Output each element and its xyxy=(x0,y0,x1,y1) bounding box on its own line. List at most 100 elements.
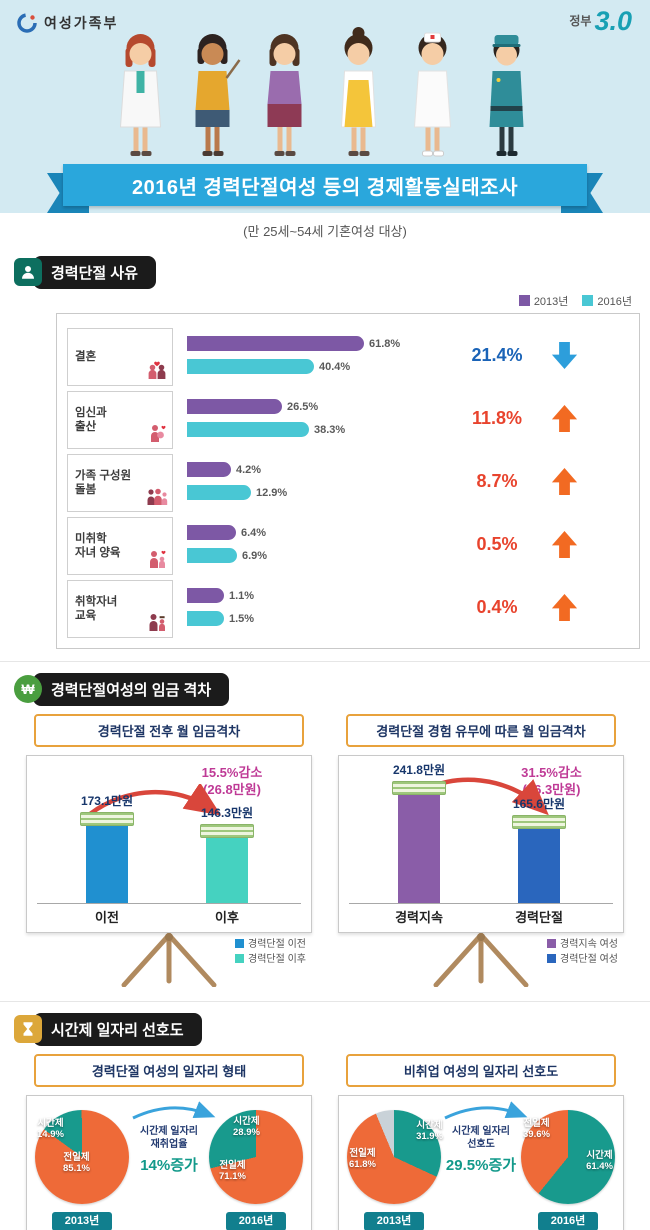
annotation-text: 시간제 일자리 재취업율 xyxy=(140,1126,198,1150)
page-title: 2016년 경력단절여성 등의 경제활동실태조사 xyxy=(132,176,518,199)
bar-value-2013: 61.8% xyxy=(369,337,401,350)
family-care-icon xyxy=(147,488,168,505)
money-stack xyxy=(200,824,254,838)
wage-legend: 경력지속 여성 경력단절 여성 xyxy=(547,937,618,967)
illustration-nurse xyxy=(413,32,452,157)
arrow-up-icon xyxy=(551,468,578,495)
wage-chart2-title: 경력단절 경험 유무에 따른 월 임금격차 xyxy=(346,714,616,747)
pie-2013: 시간제 14.9% 전일제 85.1% xyxy=(35,1110,129,1204)
reasons-legend: 2013년 2016년 xyxy=(0,293,632,309)
wage-annotation: 15.5%감소 (26.8만원) xyxy=(201,765,263,797)
slice-label-fulltime: 전일제 85.1% xyxy=(63,1152,90,1174)
bar-2016 xyxy=(187,422,309,437)
ribbon-body: 2016년 경력단절여성 등의 경제활동실태조사 xyxy=(63,164,587,206)
baseline xyxy=(37,903,301,904)
wage-bar-before: 173.1만원 xyxy=(72,792,142,904)
legend-2016: 2016년 xyxy=(582,293,632,309)
category-box: 임신과 출산 xyxy=(67,391,173,449)
bar-value-2013: 1.1% xyxy=(229,589,255,602)
section3-title: 시간제 일자리 선호도 xyxy=(33,1012,202,1046)
illustration-police-officer xyxy=(489,35,524,156)
ministry-name: 여성가족부 xyxy=(44,15,119,31)
change-value: 0.5% xyxy=(476,534,518,554)
pie-chart1-title: 경력단절 여성의 일자리 형태 xyxy=(34,1054,304,1087)
wage-annotation: 31.5%감소 (76.3만원) xyxy=(521,765,582,797)
title-ribbon: 2016년 경력단절여성 등의 경제활동실태조사 xyxy=(47,164,603,213)
arrow-up-icon xyxy=(551,405,578,432)
wage-legend: 경력단절 이전 경력단절 이후 xyxy=(235,937,306,967)
arrow-up-icon xyxy=(551,594,578,621)
bar-2016 xyxy=(187,611,224,626)
bar-value-2016: 38.3% xyxy=(314,423,346,436)
bar-label: 경력단절 xyxy=(515,910,563,925)
illustration-doctor xyxy=(119,34,162,156)
change-value: 11.8% xyxy=(471,408,523,428)
bar-2016 xyxy=(187,359,314,374)
illustration-baker xyxy=(340,27,377,156)
pie-2013: 전일제 61.8% 시간제 31.9% xyxy=(347,1110,443,1204)
baseline xyxy=(349,903,613,904)
year-badge-2013: 2013년 xyxy=(52,1212,112,1230)
easel-stand xyxy=(121,933,217,987)
bar-pair: 6.4% 6.9% xyxy=(187,525,429,571)
wage-value: 241.8만원 xyxy=(392,763,446,777)
annotation-value: 29.5%증가 xyxy=(445,1157,517,1174)
pie-chart1-board: 시간제 14.9% 전일제 85.1% 시간제 일자리 재취업율 14%증가 xyxy=(26,1095,312,1230)
category-box: 미취학 자녀 양육 xyxy=(67,517,173,575)
bar-label: 이후 xyxy=(215,910,239,925)
arrow-down-icon xyxy=(551,342,578,369)
ministry-logo: 여성가족부 xyxy=(16,12,118,34)
slice-label-fulltime: 전일제 39.6% xyxy=(523,1118,550,1140)
legend-2013: 2013년 xyxy=(518,293,568,309)
section-wage-gap: ₩ 경력단절여성의 임금 격차 경력단절 전후 월 임금격차 15.5%감소 (… xyxy=(0,661,650,989)
couple-heart-icon xyxy=(148,361,166,379)
reason-row-marriage: 결혼 61.8% 40.4% 21.4% xyxy=(67,328,629,386)
bar-2013 xyxy=(187,336,364,351)
bar-value-2013: 26.5% xyxy=(287,400,319,413)
reason-row-education: 취학자녀 교육 1.1% 1.5% 0.4% xyxy=(67,580,629,638)
slice-label-parttime: 시간제 14.9% xyxy=(37,1118,64,1140)
pie-card-preference: 비취업 여성의 일자리 선호도 전일제 61.8% 시간제 31.9% 시간제 일자… xyxy=(338,1050,624,1230)
pie-middle-annotation: 시간제 일자리 선호도 29.5%증가 xyxy=(441,1096,528,1230)
wage-card-before-after: 경력단절 전후 월 임금격차 15.5%감소 (26.8만원) 173.1만원 xyxy=(26,710,312,989)
wage-value: 165.6만원 xyxy=(512,797,566,811)
annotation-value: 14%증가 xyxy=(140,1157,198,1174)
change-value: 0.4% xyxy=(476,597,518,617)
easel-stand xyxy=(433,933,529,987)
slice-label-parttime: 시간제 28.9% xyxy=(233,1116,260,1138)
ministry-logo-icon xyxy=(17,13,37,33)
illustration-teacher xyxy=(195,34,241,156)
pie-chart2-title: 비취업 여성의 일자리 선호도 xyxy=(346,1054,616,1087)
change-value: 21.4% xyxy=(471,345,523,365)
section1-title: 경력단절 사유 xyxy=(33,255,156,289)
bar-2013 xyxy=(187,588,224,603)
section3-header: 시간제 일자리 선호도 xyxy=(14,1012,650,1046)
money-stack xyxy=(392,781,446,795)
gov30-prefix: 정부 xyxy=(569,14,592,28)
bar-value-2013: 4.2% xyxy=(236,463,262,476)
year-badge-2013: 2013년 xyxy=(364,1212,424,1230)
year-badge-2016: 2016년 xyxy=(226,1212,286,1230)
reason-row-childcare: 미취학 자녀 양육 6.4% 6.9% 0.5% xyxy=(67,517,629,575)
category-box: 결혼 xyxy=(67,328,173,386)
bar-label: 이전 xyxy=(95,910,119,925)
bar-value-2016: 12.9% xyxy=(256,486,288,499)
slice-label-parttime: 시간제 61.4% xyxy=(586,1150,613,1172)
slice-label-parttime: 시간제 31.9% xyxy=(416,1120,443,1142)
section-career-break-reasons: 경력단절 사유 2013년 2016년 결혼 61.8% 40.4% xyxy=(0,255,650,649)
wage-value: 173.1만원 xyxy=(80,794,134,808)
increase-curve-arrow xyxy=(444,1101,528,1120)
section2-header: ₩ 경력단절여성의 임금 격차 xyxy=(14,672,650,706)
bar-pair: 61.8% 40.4% xyxy=(187,336,429,382)
wage-bar-continued: 241.8만원 xyxy=(384,761,454,904)
bar-value-2016: 40.4% xyxy=(319,360,351,373)
wage-bar-after: 146.3만원 xyxy=(192,804,262,904)
wage-card-continuity: 경력단절 경험 유무에 따른 월 임금격차 31.5%감소 (76.3만원) 2… xyxy=(338,710,624,989)
money-stack xyxy=(512,815,566,829)
bar-label: 경력지속 xyxy=(395,910,443,925)
slice-label-fulltime: 전일제 71.1% xyxy=(219,1160,246,1182)
section1-header: 경력단절 사유 xyxy=(14,255,650,289)
illustration-lecturer xyxy=(267,34,302,156)
change-value: 8.7% xyxy=(476,471,518,491)
arrow-up-icon xyxy=(551,531,578,558)
